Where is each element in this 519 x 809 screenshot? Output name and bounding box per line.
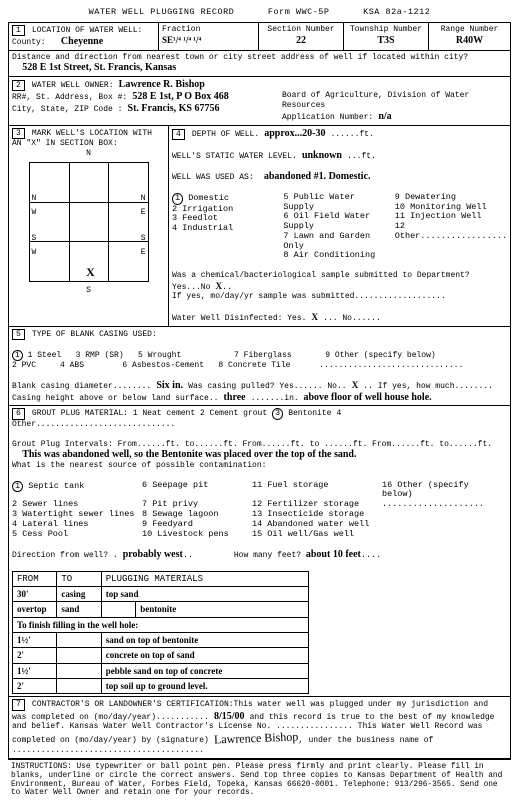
box-7: 7 <box>12 699 25 710</box>
city-label: City, State, ZIP Code : <box>12 105 122 114</box>
box-2: 2 <box>12 80 25 91</box>
city: St. Francis, KS 67756 <box>128 103 220 114</box>
contam-list: 1 Septic tank6 Seepage pit11 Fuel storag… <box>12 481 507 540</box>
plug-table: FROM TO PLUGGING MATERIALS 30'casingtop … <box>12 571 309 695</box>
uses-list: 1 Domestic2 Irrigation3 Feedlot4 Industr… <box>172 193 507 261</box>
addr: 528 E 1st, P O Box 468 <box>132 91 228 102</box>
chem-if: If yes, mo/day/yr sample was submitted..… <box>172 292 446 301</box>
used-label: WELL WAS USED AS: <box>172 173 254 182</box>
app-label: Application Number: <box>282 113 373 122</box>
range: R40W <box>456 35 483 46</box>
section: 22 <box>296 35 306 46</box>
disinf-ans: X <box>312 312 319 322</box>
static-ft: ...ft. <box>347 152 376 161</box>
static-label: WELL'S STATIC WATER LEVEL. <box>172 152 297 161</box>
section-label: Section Number <box>267 25 334 34</box>
box-5: 5 <box>12 329 25 340</box>
casing-opts: 1 1 Steel 3 RMP (SR) 5 Wrought 7 Fibergl… <box>12 350 507 370</box>
township-label: Township Number <box>350 25 422 34</box>
section-box: N W N E S W S E X <box>29 162 149 282</box>
box-4: 4 <box>172 129 185 140</box>
owner-label: WATER WELL OWNER: <box>32 81 114 90</box>
county: Cheyenne <box>61 36 103 47</box>
ksa: KSA 82a-1212 <box>363 7 430 17</box>
form-no: Form WWC-5P <box>268 7 330 17</box>
diam-label: Blank casing diameter........ <box>12 382 151 391</box>
disinf: Water Well Disinfected: Yes. <box>172 314 306 323</box>
owner-name: Lawrence R. Bishop <box>119 79 205 90</box>
box-3: 3 <box>12 128 25 139</box>
depth-label: DEPTH OF WELL. <box>192 130 259 139</box>
instructions: INSTRUCTIONS: Use typewriter or ball poi… <box>8 759 511 802</box>
board: Board of Agriculture, Division of Water … <box>282 91 469 110</box>
used: abandoned #1. Domestic. <box>264 171 371 182</box>
disinf2: ... No...... <box>323 314 381 323</box>
app: n/a <box>378 111 391 122</box>
form-header: WATER WELL PLUGGING RECORD Form WWC-5P K… <box>8 8 511 18</box>
depth-ft: ......ft. <box>331 130 374 139</box>
grout-note: This was abandoned well, so the Bentonit… <box>22 449 356 460</box>
static: unknown <box>302 150 342 161</box>
depth: approx...20-30 <box>264 128 325 139</box>
range-label: Range Number <box>441 25 499 34</box>
dist: 528 E 1st Street, St. Francis, Kansas <box>22 62 176 73</box>
township: T3S <box>377 35 394 46</box>
county-label: County: <box>12 38 46 47</box>
diam: Six in. <box>156 380 183 391</box>
addr-label: RR#, St. Address, Box #: <box>12 93 127 102</box>
signature: Lawrence Bishop <box>214 731 299 748</box>
box-1: 1 <box>12 25 25 36</box>
chem-ans: X <box>216 281 223 291</box>
box3-label: MARK WELL'S LOCATION WITH AN "X" IN SECT… <box>12 129 152 148</box>
fraction-label: Fraction <box>162 25 200 34</box>
box5-label: TYPE OF BLANK CASING USED: <box>32 330 157 339</box>
title: WATER WELL PLUGGING RECORD <box>89 7 235 17</box>
loc-label: LOCATION OF WATER WELL: <box>32 26 142 35</box>
x-mark: X <box>86 266 95 280</box>
form-body: 1 LOCATION OF WATER WELL: County: Cheyen… <box>8 22 511 759</box>
dist-label: Distance and direction from nearest town… <box>12 53 468 62</box>
box-6: 6 <box>12 408 25 419</box>
grout-3: 3 <box>272 408 283 420</box>
fraction: SE¹/⁴ ¹/⁴ ¹/⁴ <box>162 35 201 45</box>
